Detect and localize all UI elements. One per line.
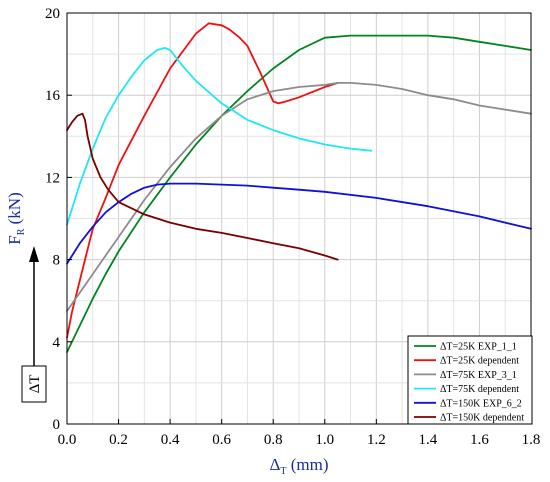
series-line-2	[66, 22, 339, 339]
ticks: 0.0 0.2 0.4 0.6 0.8 1.0 1.2 1.4 1.6 1.8 0 4 8 12 16 20	[45, 6, 540, 448]
x-tick-label: 0.0	[58, 432, 77, 448]
y-axis-title: FR (kN)	[5, 192, 27, 245]
y-tick-label: 16	[45, 88, 61, 104]
y-tick-label: 12	[45, 170, 60, 186]
x-tick-label: 0.2	[109, 432, 128, 448]
series-line-4	[66, 47, 373, 226]
x-axis-title-unit: (mm)	[287, 455, 329, 474]
x-tick-label: 0.6	[212, 432, 231, 448]
series-line-1	[66, 34, 532, 354]
legend-label-1: ΔT=25K EXP_1_1	[440, 342, 517, 353]
y-axis-title-subscript: R	[16, 228, 27, 235]
y-tick-label: 20	[45, 6, 60, 22]
x-tick-label: 1.4	[419, 432, 438, 448]
plot-frame	[66, 12, 532, 425]
series-lines	[66, 22, 532, 354]
x-tick-label: 0.8	[264, 432, 283, 448]
x-axis-title: ΔT (mm)	[269, 455, 328, 477]
legend-label-3: ΔT=75K EXP_3_1	[440, 370, 517, 381]
delta-t-arrow-annotation: ΔT	[21, 246, 47, 403]
x-axis-title-subscript: T	[280, 466, 286, 477]
series-line-3	[66, 82, 532, 312]
delta-t-box	[21, 365, 47, 403]
legend-label-6: ΔT=150K dependent	[440, 413, 524, 424]
legend-label-5: ΔT=150K EXP_6_2	[440, 398, 522, 409]
x-tick-label: 1.0	[315, 432, 334, 448]
x-tick-label: 0.4	[161, 432, 180, 448]
legend-label-4: ΔT=75K dependent	[440, 384, 519, 395]
y-axis-title-unit: (kN)	[5, 192, 24, 228]
legend-items: ΔT=25K EXP_1_1 ΔT=25K dependent ΔT=75K EXP…	[414, 342, 524, 424]
y-tick-label: 8	[53, 253, 61, 269]
legend-box	[407, 335, 533, 425]
y-tick-label: 0	[53, 417, 61, 433]
x-tick-label: 1.2	[367, 432, 386, 448]
x-tick-label: 1.8	[522, 432, 541, 448]
series-line-5	[66, 182, 532, 265]
y-tick-label: 4	[53, 335, 61, 351]
x-tick-label: 1.6	[470, 432, 489, 448]
series-line-6	[66, 112, 339, 261]
legend: ΔT=25K EXP_1_1 ΔT=25K dependent ΔT=75K EXP…	[407, 335, 533, 425]
legend-label-2: ΔT=25K dependent	[440, 356, 519, 367]
y-axis-title-symbol: F	[5, 235, 24, 244]
x-axis-title-symbol: Δ	[269, 455, 280, 474]
delta-t-label: ΔT	[27, 375, 43, 394]
arrow-head	[29, 246, 39, 262]
